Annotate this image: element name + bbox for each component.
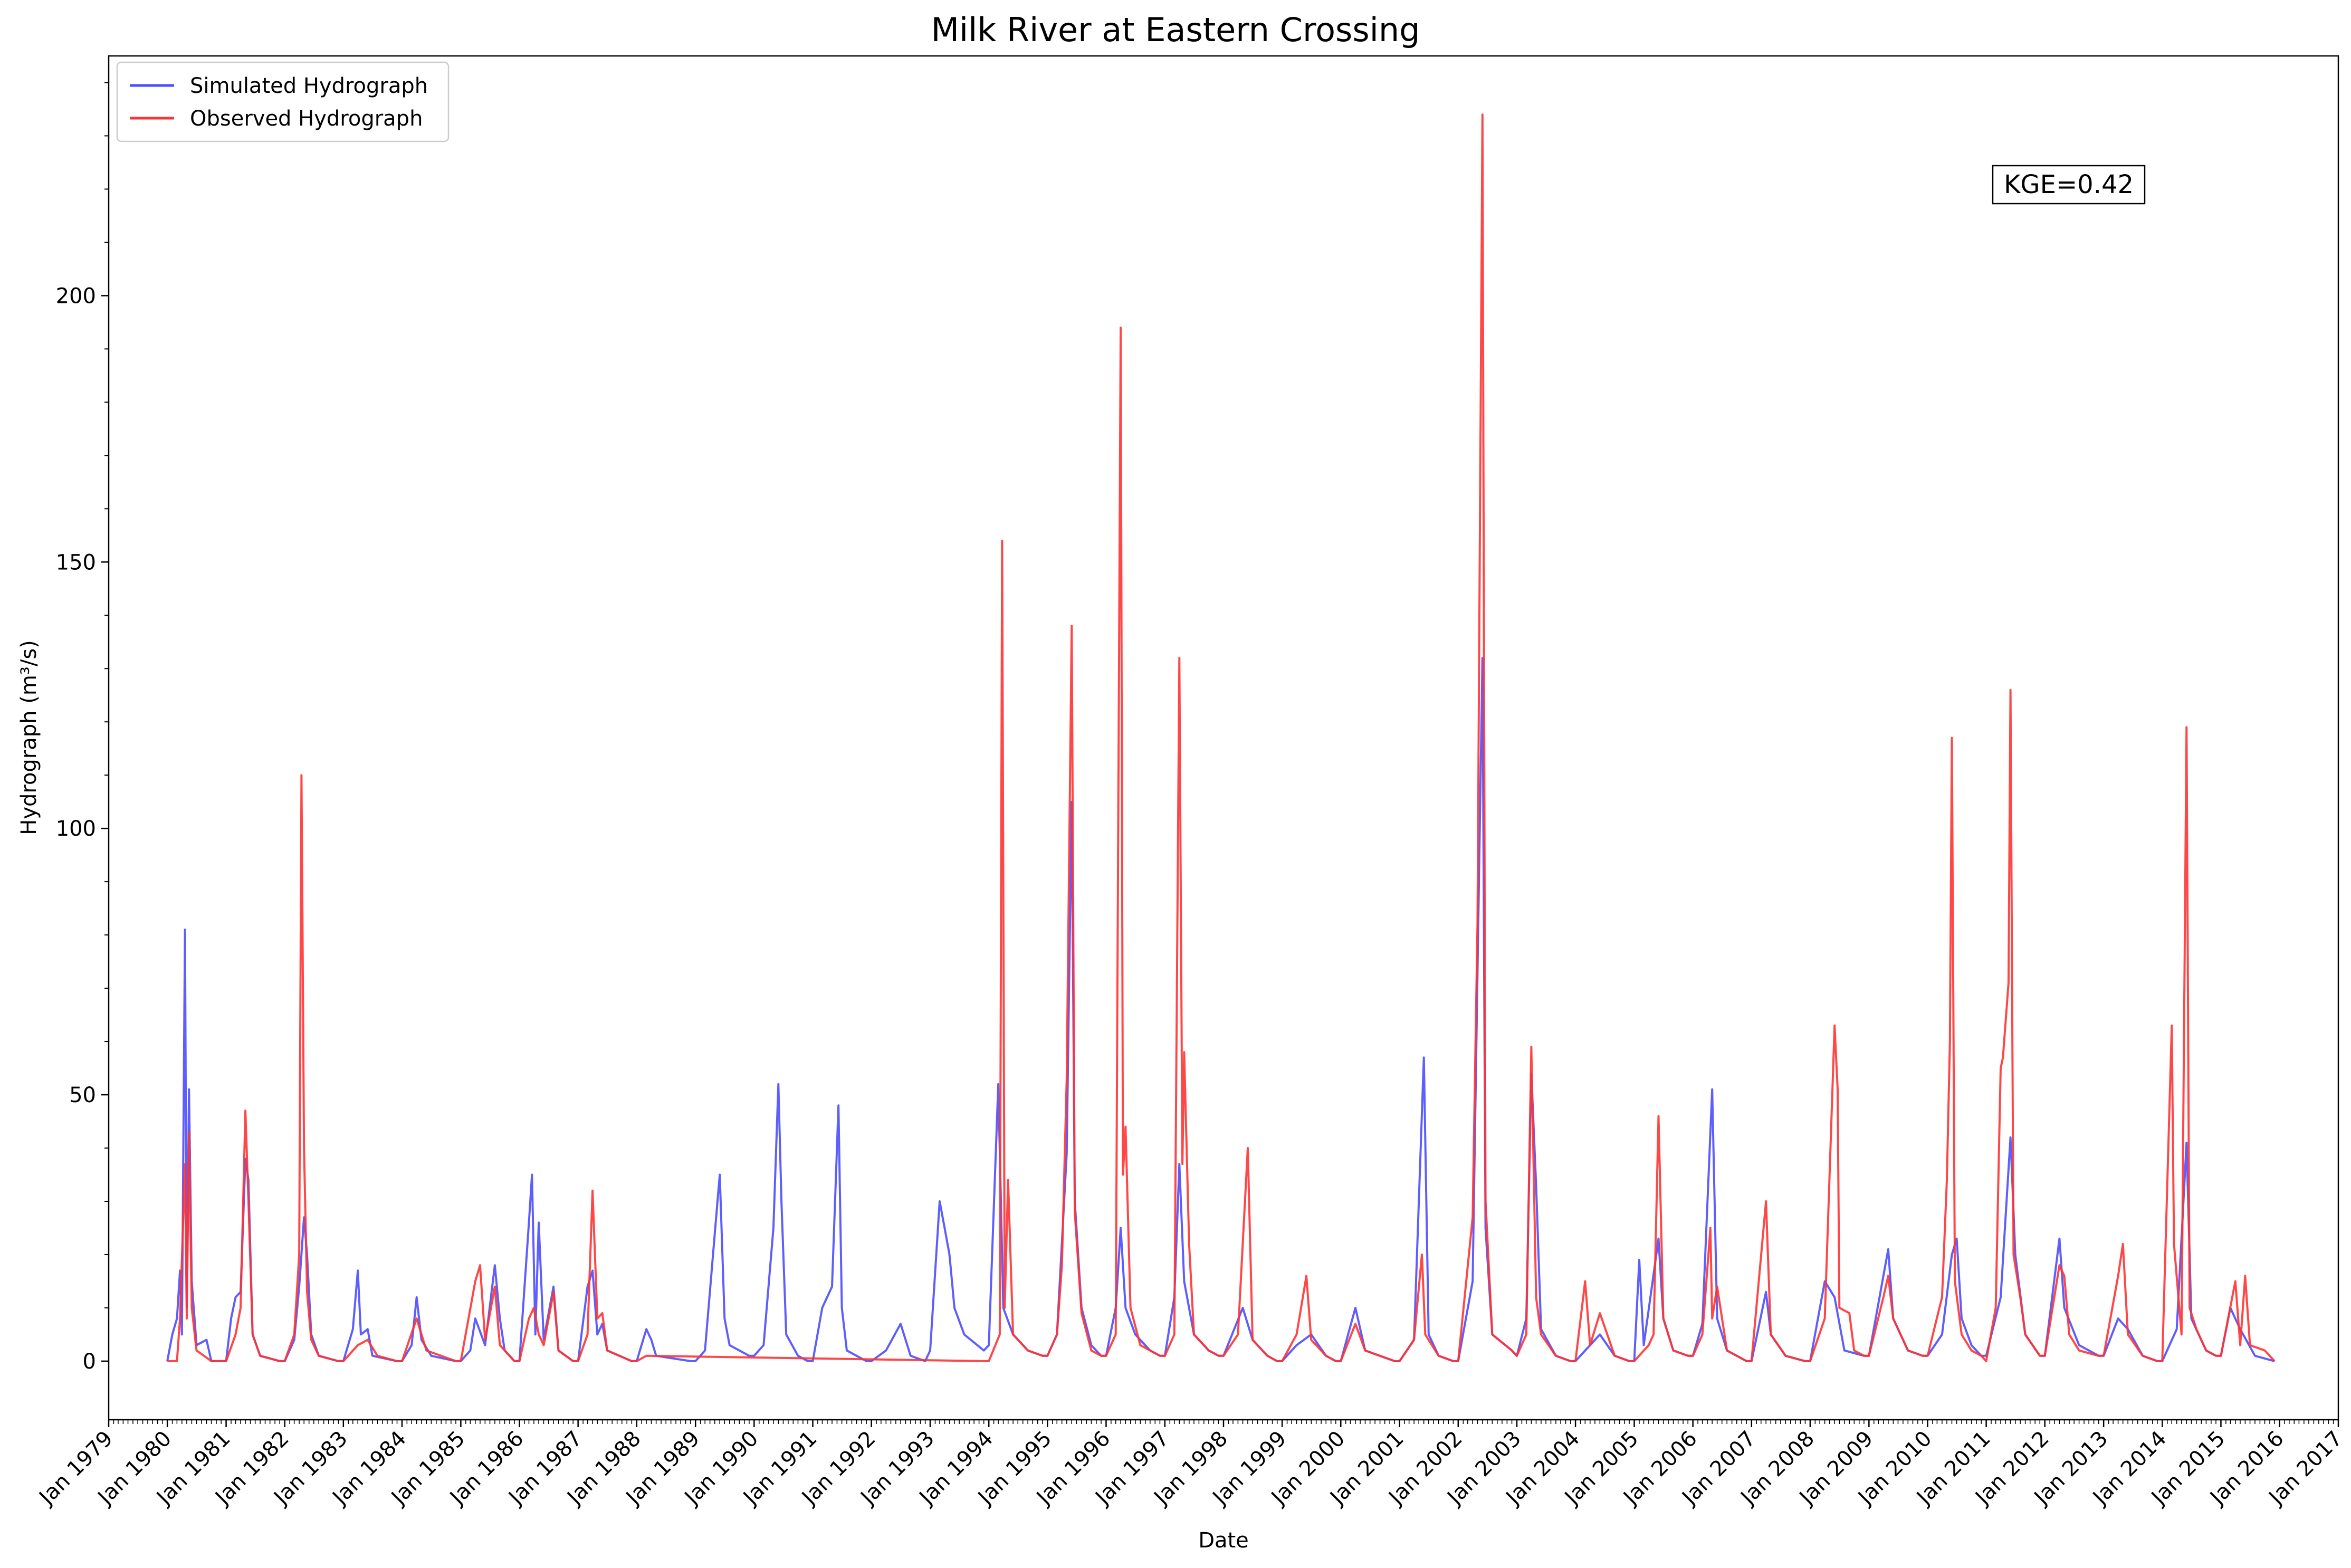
- y-tick-label: 50: [69, 1083, 96, 1107]
- plot-frame: [108, 55, 2339, 1421]
- y-tick-label: 200: [56, 284, 96, 308]
- y-tick-label: 100: [56, 817, 96, 841]
- legend: Simulated Hydrograph Observed Hydrograph: [116, 61, 450, 142]
- series-line-observed: [167, 113, 2276, 1362]
- series-line-simulated: [166, 657, 2275, 1362]
- kge-annotation: KGE=0.42: [1992, 165, 2146, 205]
- chart-title: Milk River at Eastern Crossing: [931, 11, 1420, 49]
- kge-value: KGE=0.42: [2004, 170, 2134, 199]
- x-axis-label: Date: [1198, 1528, 1249, 1553]
- legend-label-observed: Observed Hydrograph: [190, 107, 423, 131]
- kge-box-frame: [1992, 165, 2146, 205]
- legend-label-simulated: Simulated Hydrograph: [190, 74, 428, 98]
- y-axis-label: Hydrograph (m³/s): [17, 640, 41, 835]
- legend-box: [116, 61, 450, 142]
- y-tick-label: 150: [56, 550, 96, 575]
- series-layer: [166, 113, 2276, 1362]
- y-axis-ticks: 0 50 100 150 200: [56, 82, 109, 1374]
- y-tick-label: 0: [83, 1350, 96, 1374]
